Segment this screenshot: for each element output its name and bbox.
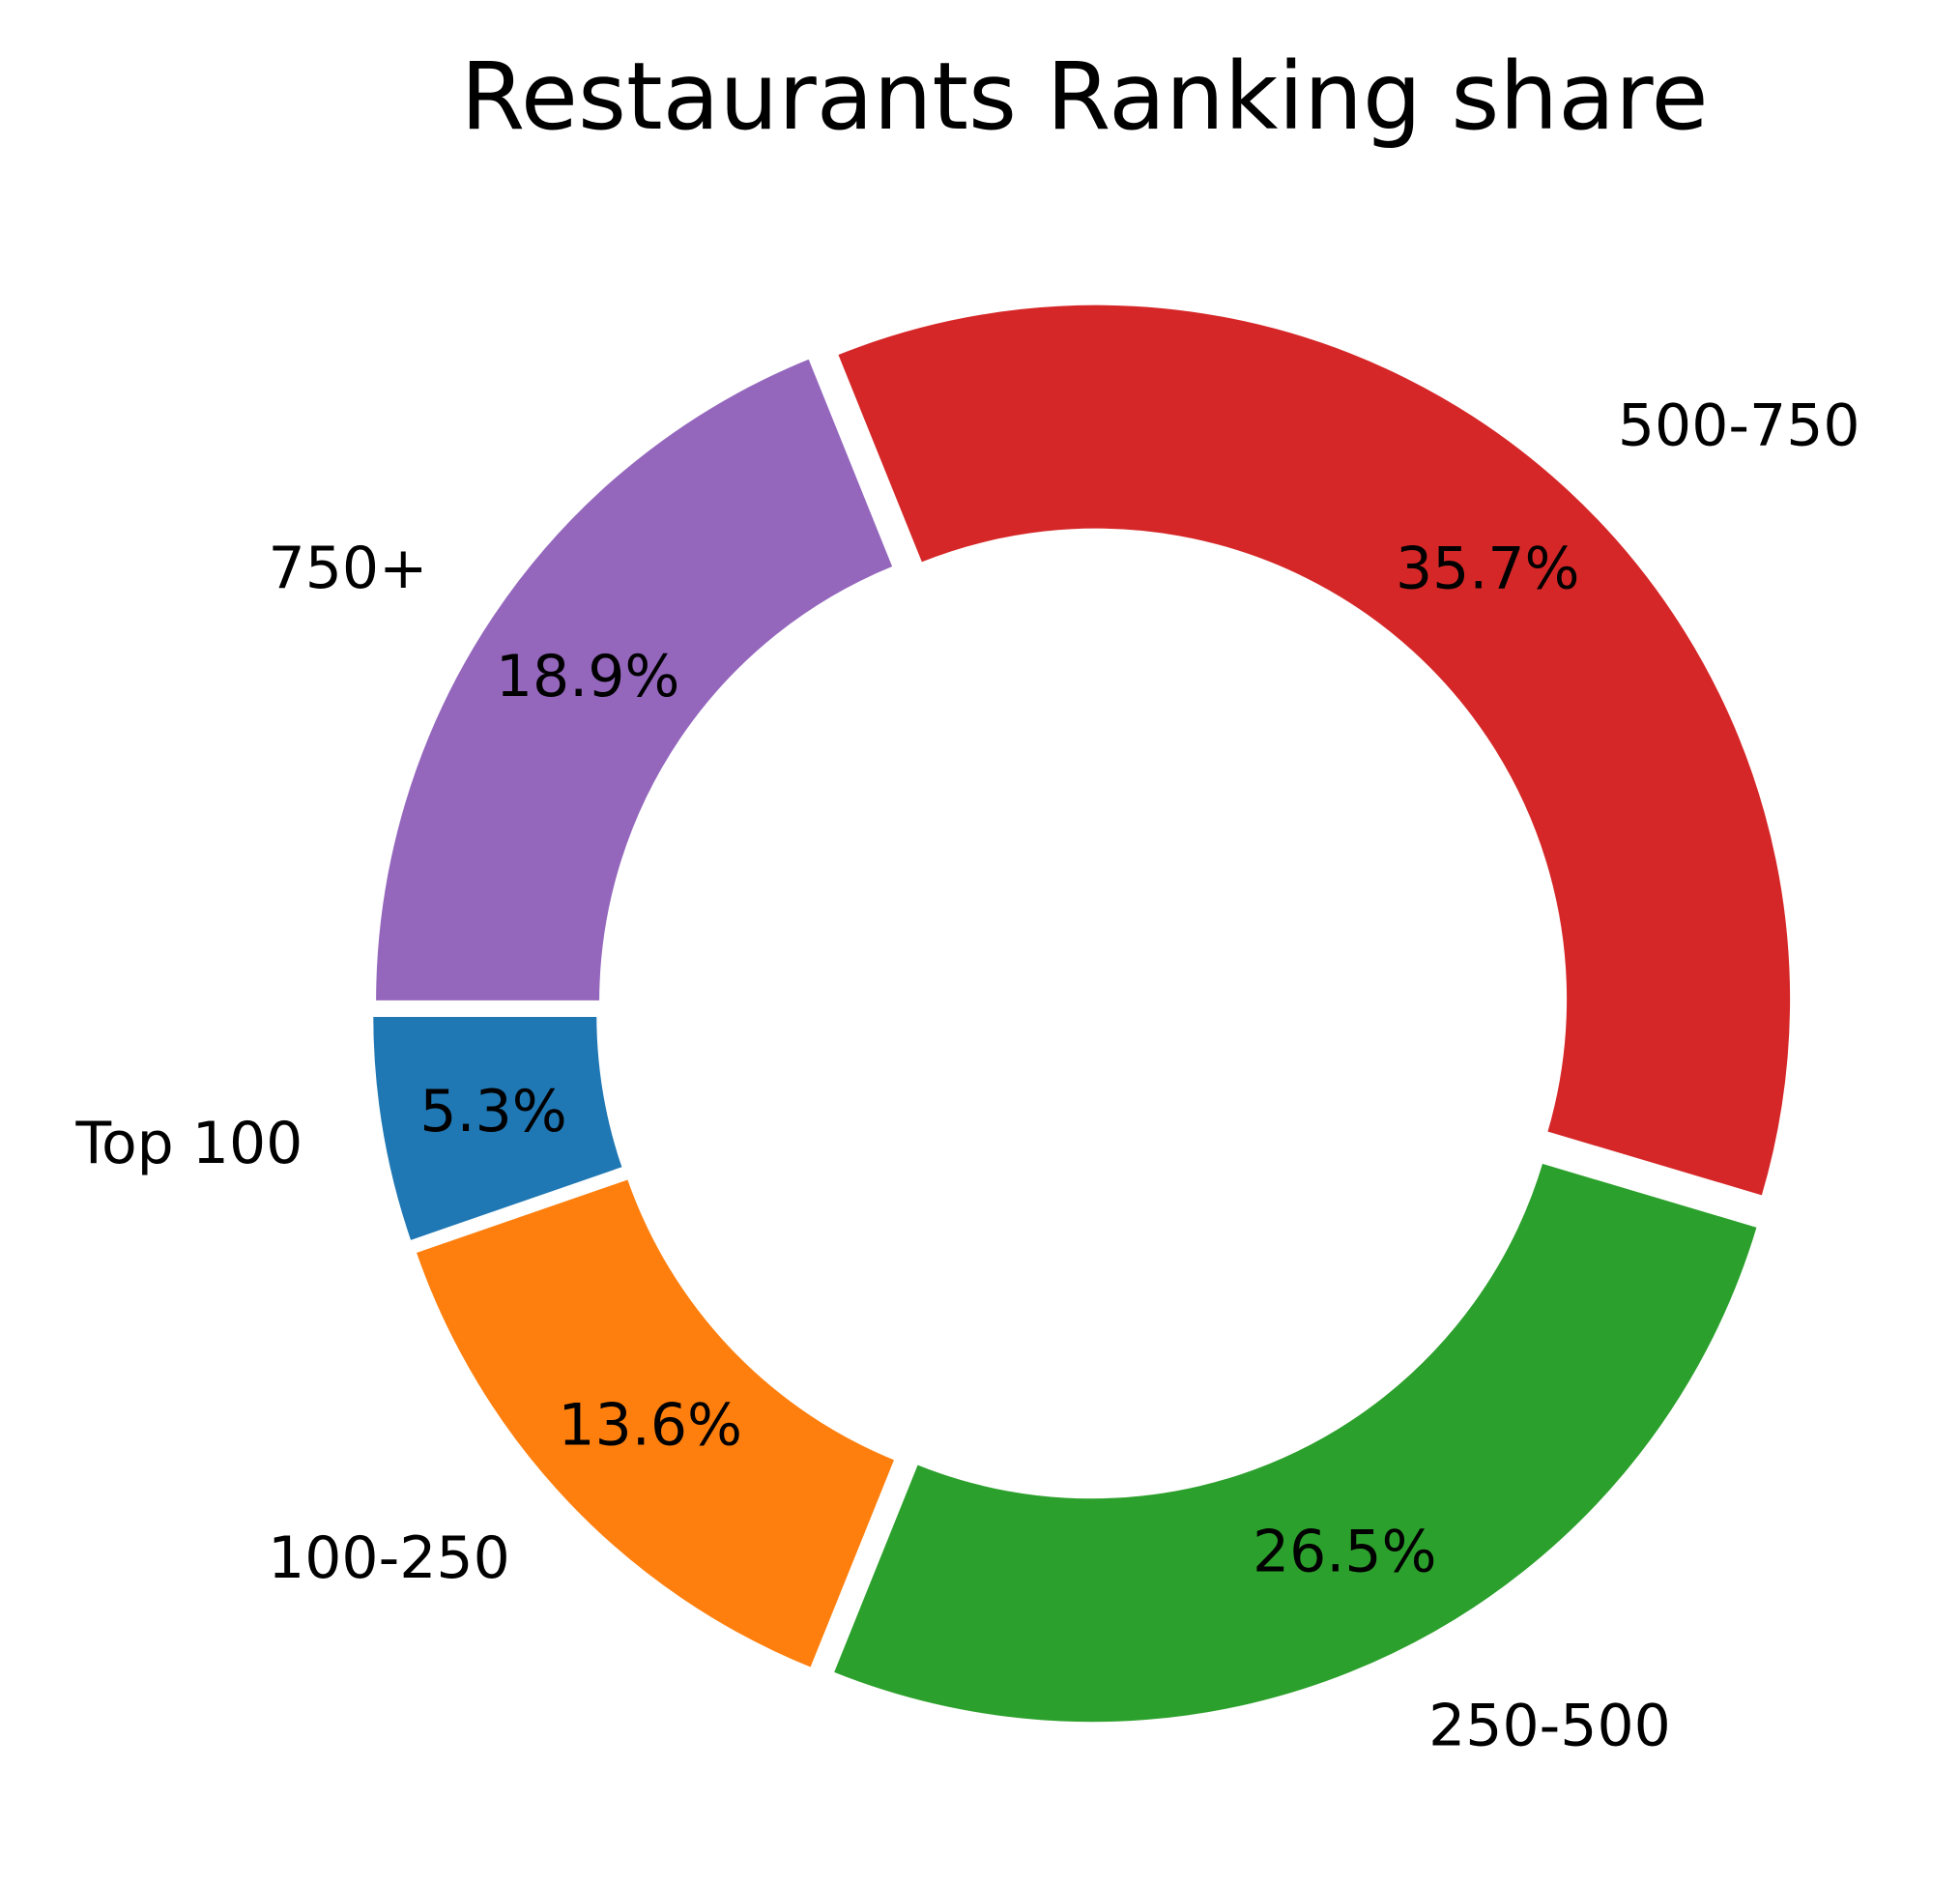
value-label-750: 18.9%: [496, 643, 680, 710]
value-label-250-500: 26.5%: [1253, 1518, 1437, 1585]
value-label-500-750: 35.7%: [1396, 535, 1580, 602]
slice-500-750: [833, 301, 1795, 1201]
slice-top-100: [369, 1012, 627, 1245]
category-label-100-250: 100-250: [268, 1524, 510, 1592]
value-label-top-100: 5.3%: [419, 1078, 566, 1146]
category-label-750: 750+: [269, 535, 428, 602]
value-label-100-250: 13.6%: [558, 1391, 742, 1459]
category-label-500-750: 500-750: [1618, 392, 1860, 460]
category-label-top-100: Top 100: [74, 1110, 303, 1177]
slice-100-250: [411, 1174, 900, 1672]
labels-group: Top 100 5.3% 100-250 13.6% 250-500 26.5% 500-7…: [74, 392, 1859, 1760]
slice-250-500: [828, 1158, 1762, 1726]
chart-title: Restaurants Ranking share: [460, 43, 1708, 151]
slice-750: [372, 354, 898, 1004]
slices-group: [369, 301, 1795, 1726]
category-label-250-500: 250-500: [1428, 1693, 1671, 1760]
